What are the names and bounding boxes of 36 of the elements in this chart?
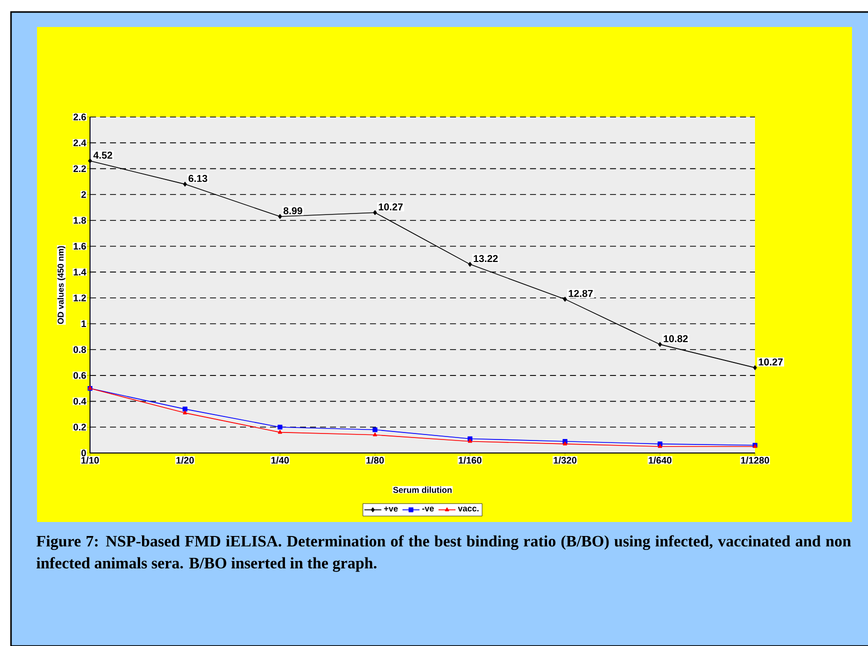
annotation: 4.52 bbox=[93, 152, 112, 159]
y-tick-label: 2.4 bbox=[73, 140, 86, 146]
x-tick-label: 1/320 bbox=[554, 456, 576, 464]
x-tick-label: 1/80 bbox=[366, 456, 384, 464]
x-tick-label: 1/160 bbox=[458, 456, 482, 464]
annotation: 8.99 bbox=[284, 207, 302, 214]
y-tick-label: 1.2 bbox=[74, 294, 86, 302]
y-tick-label: 1 bbox=[82, 320, 86, 328]
x-tick-label: 1/1280 bbox=[741, 456, 770, 464]
y-tick-label: 0.8 bbox=[74, 346, 86, 353]
y-tick-label: 0.4 bbox=[74, 398, 86, 405]
annotation: 12.87 bbox=[568, 290, 593, 297]
x-tick-label: 1/10 bbox=[81, 456, 99, 464]
annotation: 10.82 bbox=[664, 335, 688, 342]
x-tick-label: 1/40 bbox=[271, 456, 289, 464]
y-tick-label: 0.2 bbox=[74, 424, 86, 430]
y-tick-label: 1.6 bbox=[74, 242, 86, 250]
y-tick-label: 1.8 bbox=[74, 217, 86, 224]
y-tick-label: 2.2 bbox=[73, 165, 86, 172]
annotation: 13.22 bbox=[474, 255, 498, 262]
y-tick-label: 2 bbox=[81, 191, 86, 198]
y-tick-label: 1.4 bbox=[74, 268, 86, 276]
annotation: 6.13 bbox=[188, 174, 208, 182]
x-tick-label: 1/640 bbox=[648, 456, 672, 464]
y-tick-label: 2.6 bbox=[73, 114, 86, 120]
x-tick-label: 1/20 bbox=[176, 456, 194, 464]
legend-label: +ve bbox=[384, 506, 398, 512]
caption: Figure 7: NSP-based FMD iELISA. Determination of the best binding ratio (B/BO) using infected, vaccinated and non infected animals sera. B/BO inserted in the graph. bbox=[36, 535, 851, 572]
legend-label: vacc. bbox=[458, 506, 479, 512]
annotation: 10.27 bbox=[378, 203, 403, 210]
annotation: 10.27 bbox=[758, 358, 783, 366]
y-tick-label: 0 bbox=[81, 450, 86, 456]
legend-label: -ve bbox=[422, 506, 434, 512]
x-axis-title: Serum dilution bbox=[393, 486, 452, 493]
y-axis-title: OD values (450 nm) bbox=[57, 246, 66, 324]
y-tick-label: 0.6 bbox=[74, 372, 86, 379]
